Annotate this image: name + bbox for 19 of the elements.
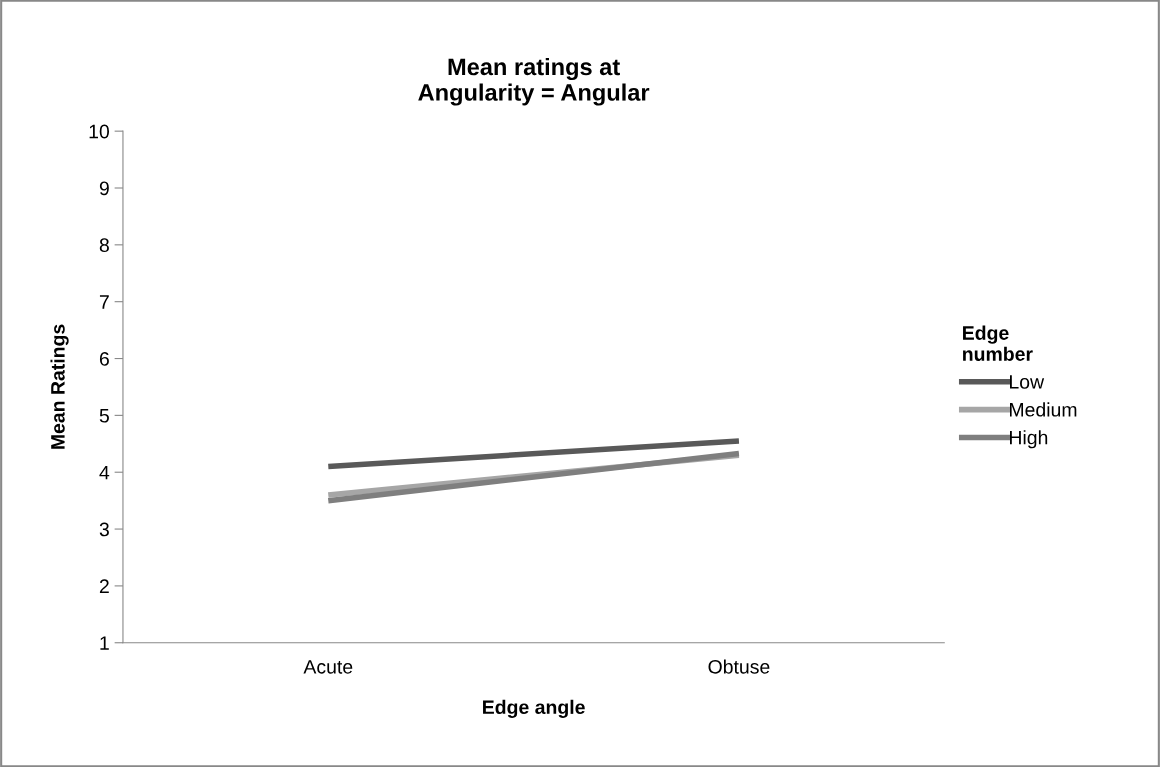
chart-title: Mean ratings at Angularity = Angular <box>418 57 650 106</box>
legend-label: Medium <box>1010 402 1077 417</box>
y-tick-label: 1 <box>100 636 109 650</box>
y-axis-title: Mean Ratings <box>50 324 69 449</box>
x-axis-title: Edge angle <box>483 699 585 718</box>
y-tick-label: 7 <box>99 295 109 309</box>
x-tick-label: Acute <box>303 660 353 674</box>
y-tick-label: 4 <box>99 465 110 480</box>
legend-label: Low <box>1010 375 1045 389</box>
legend-title: Edge number <box>963 325 1033 361</box>
y-tick-label: 9 <box>99 181 109 196</box>
x-tick-label: Obtuse <box>708 659 770 674</box>
y-tick-label: 8 <box>99 238 109 253</box>
y-tick-label: 2 <box>99 579 109 593</box>
y-tick-label: 5 <box>99 409 109 423</box>
y-tick-label: 10 <box>89 124 110 139</box>
legend-label: High <box>1010 430 1048 449</box>
y-tick-label: 3 <box>99 522 109 537</box>
y-tick-label: 6 <box>99 352 109 366</box>
